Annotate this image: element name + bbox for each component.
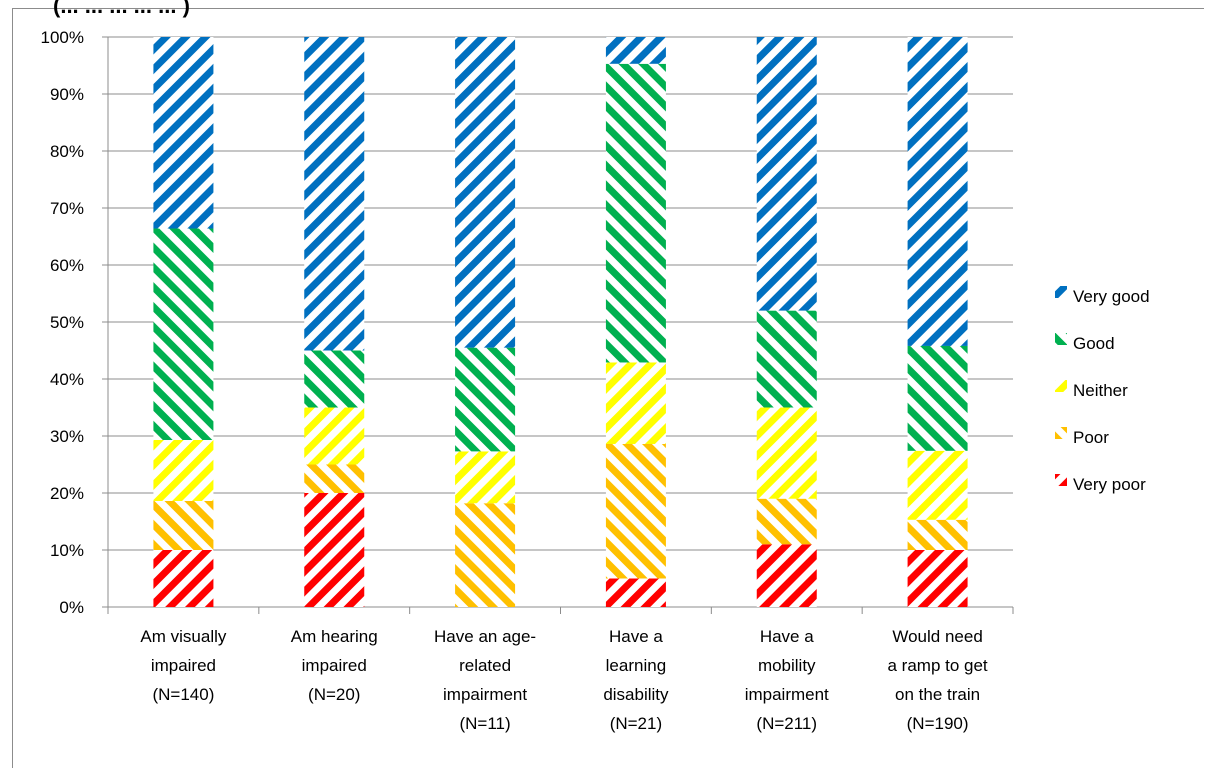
y-tick-label: 50% xyxy=(50,313,84,332)
x-category-label: (N=211) xyxy=(756,714,817,733)
bar-segment-very-poor xyxy=(756,544,817,607)
x-category-label: (N=21) xyxy=(610,714,662,733)
x-category-label: impaired xyxy=(151,656,216,675)
x-category-label: impairment xyxy=(443,685,527,704)
x-category-label: Have a xyxy=(609,627,663,646)
x-category-label: a ramp to get xyxy=(887,656,987,675)
bar-segment-poor xyxy=(153,500,214,550)
bar-segment-very-good xyxy=(153,37,214,229)
bar-segment-good xyxy=(756,310,817,408)
x-category-label: mobility xyxy=(758,656,816,675)
x-category-label: impaired xyxy=(302,656,367,675)
x-category-label: impairment xyxy=(745,685,829,704)
y-tick-label: 10% xyxy=(50,541,84,560)
bar-segment-good xyxy=(455,347,516,452)
bar-segment-very-poor xyxy=(304,493,365,607)
bar-segment-very-poor xyxy=(605,578,666,607)
bar-segment-very-poor xyxy=(153,550,214,607)
x-category-label: Am hearing xyxy=(291,627,378,646)
x-category-label: (N=20) xyxy=(308,685,360,704)
bar-segment-poor xyxy=(907,519,968,550)
bar-segment-neither xyxy=(304,407,365,465)
bar-segment-very-good xyxy=(455,37,516,348)
bar-segment-very-good xyxy=(304,37,365,351)
legend-label: Very good xyxy=(1073,287,1150,306)
bar-segment-neither xyxy=(756,407,817,499)
legend-swatch xyxy=(1055,427,1067,439)
x-category-label: (N=140) xyxy=(152,685,214,704)
bar-segment-poor xyxy=(455,503,516,607)
bar-segment-poor xyxy=(605,443,666,579)
chart-title-fragment: (... ... ... ... ... ) xyxy=(53,0,190,18)
y-tick-label: 70% xyxy=(50,199,84,218)
x-category-label: (N=11) xyxy=(459,714,510,733)
y-tick-label: 60% xyxy=(50,256,84,275)
legend-label: Neither xyxy=(1073,381,1128,400)
bar-segment-good xyxy=(304,350,365,408)
x-category-label: disability xyxy=(603,685,669,704)
bar-segment-neither xyxy=(907,450,968,520)
legend-label: Poor xyxy=(1073,428,1109,447)
x-category-label: (N=190) xyxy=(907,714,969,733)
x-category-label: related xyxy=(459,656,511,675)
legend-label: Very poor xyxy=(1073,475,1146,494)
bar-segment-good xyxy=(605,63,666,363)
bar-segment-good xyxy=(153,228,214,440)
x-category-label: Would need xyxy=(892,627,982,646)
y-tick-label: 80% xyxy=(50,142,84,161)
y-tick-label: 30% xyxy=(50,427,84,446)
x-category-label: Am visually xyxy=(140,627,226,646)
bar-segment-neither xyxy=(605,362,666,444)
bar-segment-very-poor xyxy=(907,550,968,607)
y-tick-label: 0% xyxy=(59,598,84,617)
legend-swatch xyxy=(1055,380,1067,392)
x-category-label: Have a xyxy=(760,627,814,646)
bar-segment-neither xyxy=(455,451,516,504)
y-tick-label: 20% xyxy=(50,484,84,503)
y-tick-label: 100% xyxy=(41,28,84,47)
legend-label: Good xyxy=(1073,334,1115,353)
legend-swatch xyxy=(1055,286,1067,298)
y-tick-label: 40% xyxy=(50,370,84,389)
legend-swatch xyxy=(1055,333,1067,345)
legend-swatch xyxy=(1055,474,1067,486)
bar-segment-neither xyxy=(153,439,214,501)
x-category-label: on the train xyxy=(895,685,980,704)
bar-segment-very-good xyxy=(907,37,968,346)
bar-segment-very-good xyxy=(756,37,817,311)
bar-segment-poor xyxy=(304,464,365,493)
y-tick-label: 90% xyxy=(50,85,84,104)
bar-segment-very-good xyxy=(605,37,666,64)
x-category-label: learning xyxy=(606,656,667,675)
x-category-label: Have an age- xyxy=(434,627,536,646)
bar-segment-good xyxy=(907,345,968,451)
chart-frame: (... ... ... ... ... ) xyxy=(12,0,1204,768)
bar-segment-poor xyxy=(756,498,817,545)
